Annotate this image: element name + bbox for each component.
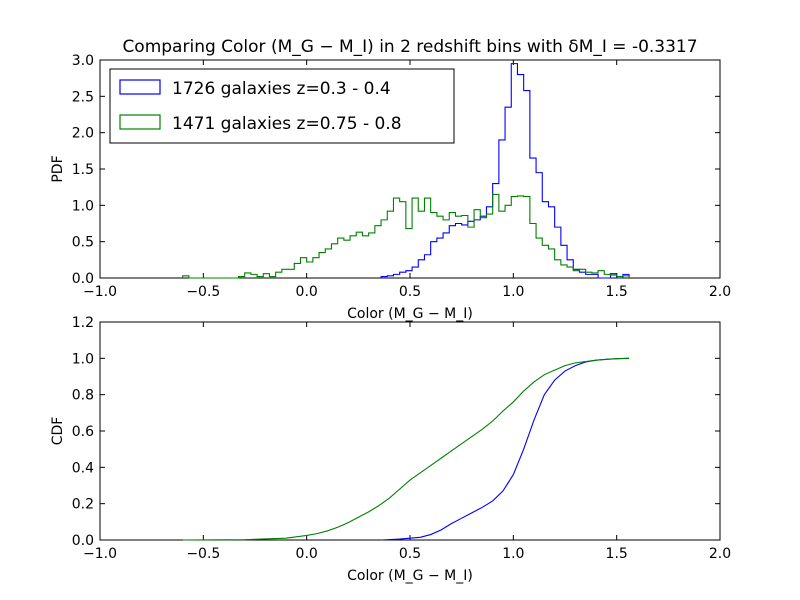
legend-swatch-green <box>119 114 161 130</box>
cdf-x-tick-label: 0.0 <box>296 546 318 562</box>
pdf-y-tick-label: 1.5 <box>72 162 94 178</box>
cdf-series-0 <box>381 357 630 541</box>
cdf-y-tick-label: 0.0 <box>72 533 94 549</box>
cdf-series <box>182 357 630 541</box>
pdf-y-axis-label: PDF <box>50 155 66 182</box>
pdf-y-tick-label: 3.0 <box>72 53 94 69</box>
cdf-x-tick-label: −1.0 <box>83 546 117 562</box>
pdf-ticks: −1.0 −0.5 0.0 0.5 1.0 1.5 2.0 0.0 0.5 1.0 1.5 2.0 2.… <box>72 53 731 300</box>
pdf-y-tick-label: 0.5 <box>72 235 94 251</box>
cdf-x-tick-label: 2.0 <box>709 546 731 562</box>
cdf-x-tick-label: 1.5 <box>606 546 628 562</box>
cdf-y-tick-label: 0.6 <box>72 424 94 440</box>
pdf-series <box>182 63 630 279</box>
cdf-panel: −1.0 −0.5 0.0 0.5 1.0 1.5 2.0 0.0 0.2 0.4 0.6 0.8 1.… <box>50 315 731 584</box>
cdf-y-tick-label: 1.2 <box>72 315 94 331</box>
pdf-x-tick-label: 2.0 <box>709 284 731 300</box>
pdf-y-tick-label: 1.0 <box>72 198 94 214</box>
cdf-x-tick-label: 1.0 <box>502 546 524 562</box>
cdf-ticks: −1.0 −0.5 0.0 0.5 1.0 1.5 2.0 0.0 0.2 0.4 0.6 0.8 1.… <box>72 315 731 562</box>
pdf-panel: −1.0 −0.5 0.0 0.5 1.0 1.5 2.0 0.0 0.5 1.0 1.5 2.0 2.… <box>50 53 731 322</box>
cdf-y-axis-label: CDF <box>50 417 66 446</box>
cdf-series-1 <box>182 357 630 541</box>
cdf-x-axis-label: Color (M_G − M_I) <box>347 568 473 584</box>
pdf-x-tick-label: −0.5 <box>186 284 220 300</box>
pdf-x-axis-label: Color (M_G − M_I) <box>347 306 473 322</box>
cdf-y-tick-label: 1.0 <box>72 351 94 367</box>
pdf-y-tick-label: 0.0 <box>72 271 94 287</box>
chart-title: Comparing Color (M_G − M_I) in 2 redshif… <box>122 37 697 57</box>
legend-box <box>109 68 455 144</box>
pdf-x-tick-label: 0.5 <box>399 284 421 300</box>
cdf-axes-frame <box>99 321 721 541</box>
legend-label-1: 1471 galaxies z=0.75 - 0.8 <box>172 114 402 134</box>
pdf-x-tick-label: 1.5 <box>606 284 628 300</box>
pdf-x-tick-label: 0.0 <box>296 284 318 300</box>
cdf-y-tick-label: 0.8 <box>72 388 94 404</box>
cdf-y-tick-label: 0.2 <box>72 497 94 513</box>
pdf-series-0 <box>380 63 630 279</box>
cdf-y-tick-label: 0.4 <box>72 460 94 476</box>
legend-label-0: 1726 galaxies z=0.3 - 0.4 <box>172 79 391 99</box>
pdf-y-tick-label: 2.5 <box>72 89 94 105</box>
pdf-x-tick-label: −1.0 <box>83 284 117 300</box>
cdf-x-tick-label: 0.5 <box>399 546 421 562</box>
legend-swatch-blue <box>119 79 161 95</box>
pdf-x-tick-label: 1.0 <box>502 284 524 300</box>
cdf-x-tick-label: −0.5 <box>186 546 220 562</box>
pdf-series-1 <box>182 193 630 279</box>
pdf-y-tick-label: 2.0 <box>72 126 94 142</box>
legend: 1726 galaxies z=0.3 - 0.4 1471 galaxies … <box>109 68 455 144</box>
